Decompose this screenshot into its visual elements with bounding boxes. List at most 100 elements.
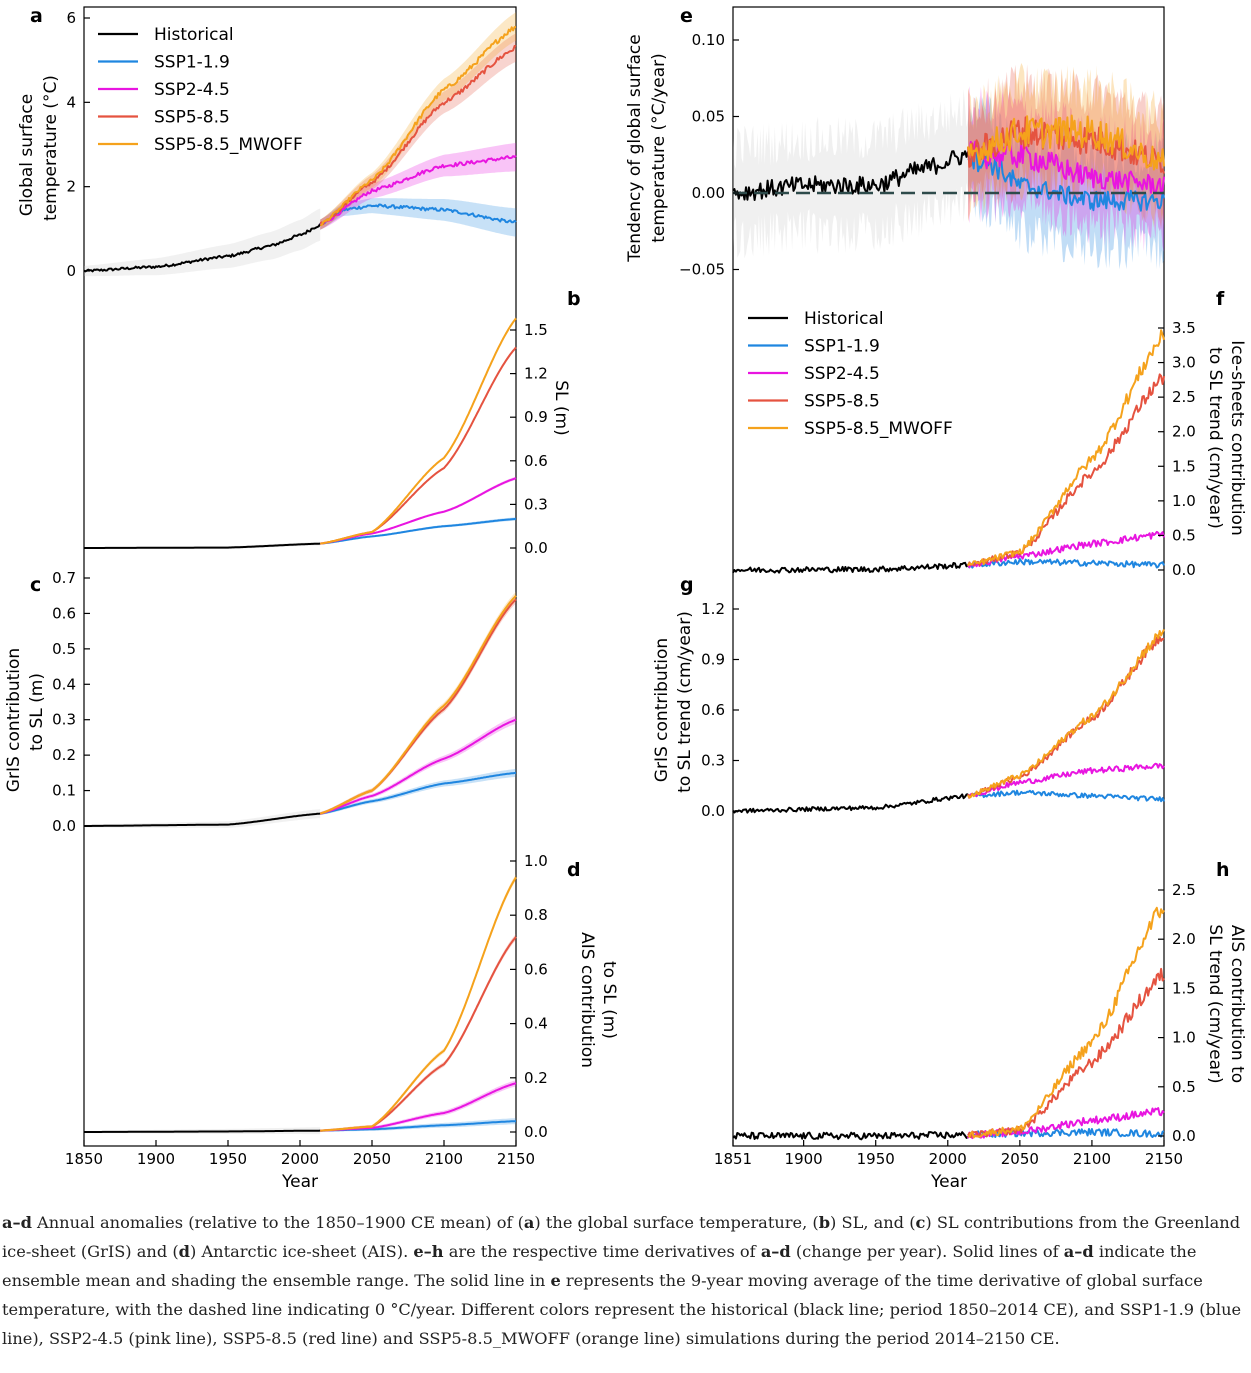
y-tick-label-e: 0.05 [692, 108, 725, 126]
y-tick-label-d: 0.8 [524, 906, 548, 924]
series-line-h-SSP5-8.5 [967, 967, 1165, 1139]
caption-bold: a–d [760, 1242, 791, 1261]
y-tick-label-g: 0.3 [701, 752, 725, 770]
ensemble-range-b-SSP5-8.5_MWOFF [320, 316, 516, 545]
y-tick-label-e: 0.00 [692, 184, 725, 202]
caption-text: are the respective time derivatives of [443, 1242, 761, 1261]
x-tick-label-right: 1851 [714, 1150, 752, 1168]
ensemble-range-c-Historical [84, 809, 321, 828]
ensemble-range-a-SSP1-1.9 [320, 198, 516, 237]
y-tick-label-b: 0.3 [524, 495, 548, 513]
x-tick-label-left: 1900 [137, 1150, 175, 1168]
caption-bold: e–h [413, 1242, 444, 1261]
y-tick-label-f: 1.0 [1172, 492, 1196, 510]
series-line-f-SSP5-8.5 [967, 373, 1165, 566]
series-line-g-SSP5-8.5 [967, 636, 1165, 798]
ylabel-d-line2: to SL (m) [599, 961, 619, 1039]
ensemble-range-c-SSP1-1.9 [320, 768, 516, 815]
legend-label-a: SSP5-8.5_MWOFF [154, 135, 303, 155]
panel-letter-g: g [680, 574, 694, 596]
series-layer [83, 26, 1165, 1141]
series-line-a-Historical [83, 223, 322, 273]
series-line-f-SSP1-1.9 [967, 558, 1165, 569]
ylabel-h-line1: AIS contribution to [1227, 925, 1247, 1083]
x-tick-label-left: 2050 [353, 1150, 391, 1168]
x-tick-label-right: 2050 [1001, 1150, 1039, 1168]
series-line-h-Historical [732, 1131, 969, 1141]
legend-label-f: Historical [804, 309, 884, 329]
panel-letter-f: f [1216, 288, 1225, 310]
y-tick-label-d: 1.0 [524, 852, 548, 870]
ylabel-c-line2: to SL (m) [27, 673, 47, 751]
legend-label-f: SSP5-8.5_MWOFF [804, 419, 953, 439]
caption-text: (change per year). Solid lines of [790, 1242, 1064, 1261]
panel-letter-a: a [30, 5, 43, 27]
series-line-e-SSP5-8.5_MWOFF [967, 114, 1165, 171]
x-tick-label-right: 2100 [1073, 1150, 1111, 1168]
x-tick-label-left: 1950 [209, 1150, 247, 1168]
y-tick-label-c: 0.0 [52, 817, 76, 835]
y-tick-label-b: 0.9 [524, 408, 548, 426]
legend-label-f: SSP1-1.9 [804, 337, 880, 357]
ylabel-g-line1: GrIS contribution [652, 638, 672, 782]
figure-caption: a–d Annual anomalies (relative to the 18… [2, 1208, 1247, 1353]
ylabel-d-line1: AIS contribution [577, 932, 597, 1068]
series-line-b-SSP5-8.5_MWOFF [320, 317, 517, 545]
y-tick-label-a: 6 [66, 9, 76, 27]
legend-label-f: SSP2-4.5 [804, 364, 880, 384]
ensemble-range-e-SSP1-1.9 [968, 94, 1164, 270]
y-tick-label-a: 2 [66, 178, 76, 196]
ensemble-range-c-SSP5-8.5_MWOFF [320, 591, 516, 815]
series-line-g-SSP1-1.9 [967, 789, 1165, 803]
y-tick-label-g: 0.0 [701, 802, 725, 820]
y-tick-label-c: 0.7 [52, 569, 76, 587]
caption-bold: b [818, 1213, 831, 1232]
xlabel-right: Year [930, 1172, 967, 1192]
ylabel-e-line1: Tendency of global surface [625, 34, 645, 262]
panel-letter-e: e [680, 5, 693, 27]
series-line-a-SSP2-4.5 [319, 154, 517, 226]
series-line-d-SSP5-8.5 [320, 936, 517, 1132]
caption-text: ) SL, and ( [830, 1213, 916, 1232]
ylabel-f-line2: to SL trend (cm/year) [1205, 347, 1225, 529]
y-tick-label-g: 0.6 [701, 701, 725, 719]
y-tick-label-b: 0.0 [524, 539, 548, 557]
ensemble-range-c-SSP2-4.5 [320, 715, 516, 815]
y-tick-label-f: 0.5 [1172, 526, 1196, 544]
x-tick-label-right: 1900 [785, 1150, 823, 1168]
y-tick-label-f: 2.5 [1172, 388, 1196, 406]
ensemble-range-e-Historical [733, 89, 968, 259]
series-line-g-SSP5-8.5_MWOFF [967, 628, 1165, 799]
y-tick-label-d: 0.6 [524, 960, 548, 978]
ylabel-h-line2: SL trend (cm/year) [1205, 924, 1225, 1083]
ylabel-c-line1: GrIS contribution [4, 648, 24, 792]
y-tick-label-a: 4 [66, 93, 76, 111]
panel-letter-h: h [1216, 859, 1230, 881]
y-tick-label-f: 1.5 [1172, 457, 1196, 475]
y-tick-label-h: 0.0 [1172, 1127, 1196, 1145]
ensemble-range-a-SSP2-4.5 [320, 142, 516, 230]
x-tick-label-right: 2150 [1145, 1150, 1183, 1168]
y-tick-label-c: 0.2 [52, 746, 76, 764]
figure-canvas: a b c d e f g h Global surface temperatu… [4, 5, 1247, 1192]
caption-text: ) Antarctic ice-sheet (AIS). [190, 1242, 414, 1261]
legend-layer: Historical SSP1-1.9 SSP2-4.5 SSP5-8.5 SSP5-8… [98, 25, 953, 439]
y-tick-label-f: 3.5 [1172, 319, 1196, 337]
y-tick-label-h: 0.5 [1172, 1078, 1196, 1096]
y-tick-label-c: 0.1 [52, 782, 76, 800]
ensemble-range-a-Historical [84, 208, 321, 277]
y-tick-label-c: 0.6 [52, 604, 76, 622]
caption-bold: a–d [1063, 1242, 1094, 1261]
ensemble-range-b-SSP2-4.5 [320, 476, 516, 545]
y-tick-label-d: 0.2 [524, 1069, 548, 1087]
series-line-c-Historical [84, 812, 321, 827]
y-tick-label-c: 0.3 [52, 711, 76, 729]
y-tick-label-h: 1.5 [1172, 979, 1196, 997]
left-frame [83, 6, 517, 1147]
x-tick-label-right: 2000 [929, 1150, 967, 1168]
x-tick-label-left: 2000 [281, 1150, 319, 1168]
caption-text: indicate the ensemble mean and shading t… [2, 1242, 1197, 1290]
caption-bold: a [523, 1213, 535, 1232]
series-line-d-Historical [84, 1129, 321, 1133]
y-tick-label-b: 0.6 [524, 452, 548, 470]
